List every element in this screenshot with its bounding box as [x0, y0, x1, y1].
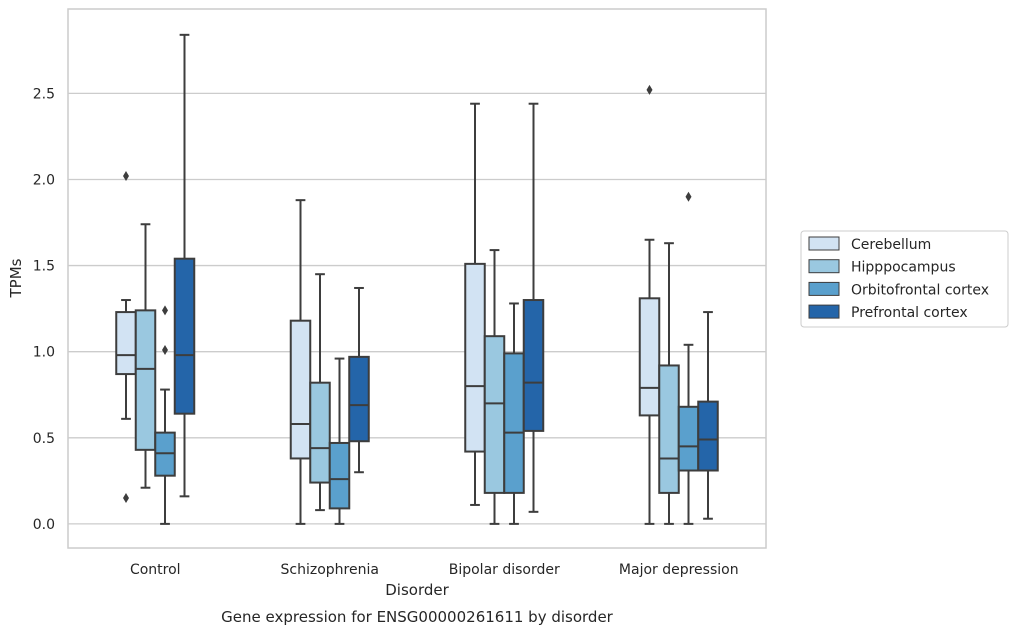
y-tick-label: 2.0: [33, 172, 55, 188]
box-iqr: [134, 309, 157, 451]
y-tick-label: 1.5: [33, 259, 55, 275]
legend-label: Hipppocampus: [851, 260, 956, 276]
x-tick-label: Bipolar disorder: [449, 562, 560, 578]
x-tick-label: Control: [130, 562, 181, 578]
box-iqr: [115, 311, 137, 376]
box-1-3: [348, 286, 370, 474]
box-iqr: [697, 400, 719, 472]
box-3-2: [677, 191, 700, 525]
box-iqr: [173, 257, 196, 415]
x-axis-label: Disorder: [385, 581, 449, 599]
box-iqr: [348, 355, 370, 443]
box-1-2: [328, 357, 351, 525]
y-tick-label: 0.0: [33, 517, 55, 533]
legend-swatch: [808, 259, 840, 274]
legend-label: Cerebellum: [851, 237, 931, 253]
box-3-1: [658, 242, 680, 525]
legend-swatch: [808, 304, 840, 319]
y-tick-label: 0.5: [33, 431, 55, 447]
box-iqr: [309, 381, 331, 484]
box-iqr: [483, 335, 506, 494]
legend-frame: [800, 230, 1009, 328]
box-0-1: [134, 223, 157, 489]
outlier-point: [162, 305, 168, 316]
outlier-point: [162, 344, 168, 355]
y-axis-label: TPMs: [7, 258, 25, 298]
box-0-2: [154, 305, 176, 525]
box-iqr: [658, 364, 680, 494]
box-2-1: [483, 249, 506, 525]
box-3-0: [638, 84, 661, 525]
box-2-2: [503, 302, 525, 525]
x-tick-label: Major depression: [619, 562, 739, 578]
plot-area-frame: [67, 8, 767, 549]
box-0-3: [173, 33, 196, 498]
outlier-point: [123, 493, 129, 504]
legend-swatch: [808, 281, 840, 296]
box-0-0: [115, 171, 137, 504]
outlier-point: [123, 171, 129, 182]
y-tick-label: 1.0: [33, 345, 55, 361]
box-iqr: [503, 352, 525, 494]
box-iqr: [522, 299, 545, 432]
box-iqr: [464, 262, 486, 453]
x-axis-ticks: Control Schizophrenia Bipolar disorder Majo…: [130, 562, 739, 578]
box-groups: [115, 33, 719, 525]
box-iqr: [289, 319, 312, 460]
box-1-1: [309, 273, 331, 512]
box-3-3: [697, 311, 719, 520]
legend-label: Prefrontal cortex: [851, 305, 968, 321]
box-1-0: [289, 199, 312, 525]
y-axis-ticks: 0.0 0.5 1.0 1.5 2.0 2.5: [33, 86, 55, 533]
box-iqr: [328, 441, 351, 510]
x-tick-label: Schizophrenia: [281, 562, 379, 578]
box-2-0: [464, 102, 486, 506]
chart-title: Gene expression for ENSG00000261611 by d…: [221, 608, 614, 626]
legend: Cerebellum Hipppocampus Orbitofrontal cort…: [800, 230, 1009, 328]
outlier-point: [646, 84, 653, 95]
outlier-point: [685, 191, 692, 202]
box-2-3: [522, 102, 545, 513]
legend-swatch: [808, 236, 840, 251]
box-iqr: [677, 405, 700, 472]
legend-label: Orbitofrontal cortex: [851, 282, 989, 298]
y-tick-label: 2.5: [33, 86, 55, 102]
box-iqr: [638, 297, 661, 417]
